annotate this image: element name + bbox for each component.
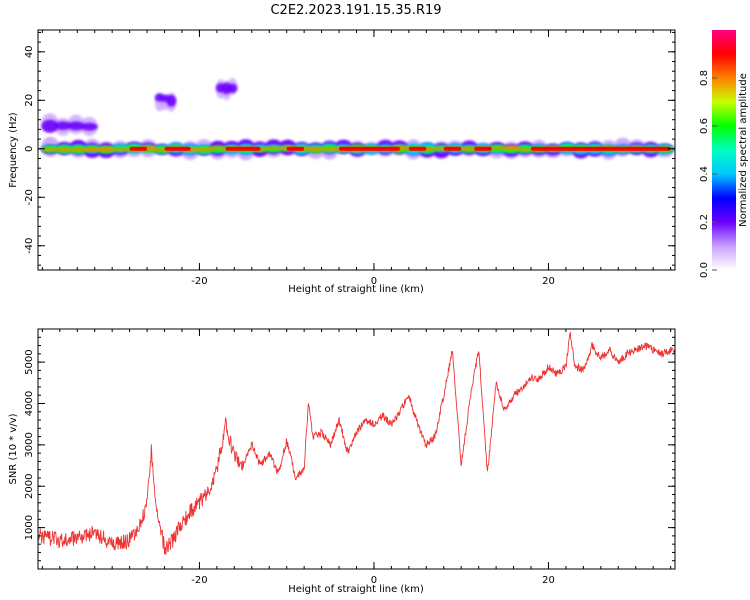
heat-cell [67, 121, 85, 131]
spectrogram-x-tick-label: 20 [542, 276, 555, 287]
heat-cell [97, 147, 116, 152]
spectrogram-y-tick-label: 20 [24, 94, 35, 107]
heat-core-segment [129, 146, 148, 151]
heat-cell [55, 147, 74, 152]
heat-cell [111, 148, 130, 151]
heat-cell [54, 121, 72, 131]
colorbar-tick-label: 0.4 [699, 166, 710, 182]
heat-cell [41, 119, 59, 133]
colorbar-gradient [712, 30, 736, 270]
heat-cell [488, 146, 507, 150]
snr-line [38, 331, 675, 555]
heat-cell [460, 146, 479, 151]
heat-cell [69, 147, 88, 152]
snr-x-axis-label: Height of straight line (km) [288, 584, 424, 595]
heat-cell [264, 146, 283, 150]
snr-series [38, 331, 675, 555]
spectrogram-x-tick-label: 0 [371, 276, 377, 287]
heat-core-segment [339, 146, 401, 151]
heat-cell [166, 94, 177, 107]
heat-cell [320, 147, 339, 151]
heat-core [129, 146, 671, 151]
spectrogram-x-tick-label: -20 [191, 276, 207, 287]
snr-y-tick-label: 1000 [24, 515, 35, 540]
snr-y-tick-label: 5000 [24, 349, 35, 374]
heat-cell [502, 145, 521, 150]
spectrogram-y-tick-label: -20 [24, 189, 35, 205]
colorbar-tick-label: 0.2 [699, 214, 710, 230]
snr-panel: -20 0 20 1000 2000 3000 4000 5000 Height of str… [8, 328, 676, 595]
snr-x-tick-label: 20 [542, 575, 555, 586]
heat-core-segment [286, 146, 305, 151]
heat-band-layer [154, 93, 177, 107]
snr-y-axis-label: SNR (10 * v/v) [8, 413, 19, 484]
heat-band-layer [41, 119, 98, 133]
spectrogram-ticks: -20 0 20 -40 -20 0 20 40 [24, 30, 675, 287]
snr-y-tick-label: 4000 [24, 391, 35, 416]
spectrogram-y-tick-label: 40 [24, 45, 35, 58]
heat-cell [516, 148, 535, 151]
colorbar-tick-label: 0.6 [699, 118, 710, 134]
heat-core-segment [225, 146, 261, 151]
spectrogram-heatmap [41, 78, 674, 161]
colorbar-tick-label: 0.0 [699, 262, 710, 278]
snr-ticks: -20 0 20 1000 2000 3000 4000 5000 [24, 328, 675, 586]
heat-cell [208, 146, 227, 150]
colorbar: 0.0 0.2 0.4 0.6 0.8 Normalized spectral ampl… [699, 30, 749, 278]
spectrogram-y-tick-label: -40 [24, 238, 35, 254]
spectrogram-y-tick-label: 0 [24, 146, 35, 152]
colorbar-label: Normalized spectral amplitude [738, 73, 749, 227]
heat-core-segment [164, 146, 191, 151]
spectrogram-y-axis-label: Frequency (Hz) [8, 112, 19, 188]
heat-core-segment [531, 146, 671, 151]
heat-cell [194, 148, 213, 152]
heat-core-segment [443, 146, 462, 151]
heat-cell [80, 122, 98, 131]
heat-cell [227, 83, 238, 93]
snr-y-tick-label: 3000 [24, 432, 35, 457]
heat-core-segment [474, 146, 492, 151]
heat-cell [41, 148, 60, 151]
colorbar-tick-label: 0.8 [699, 70, 710, 86]
heat-cell [83, 147, 102, 152]
heat-cell [306, 147, 325, 152]
spectrogram-panel: -20 0 20 -40 -20 0 20 40 Height of straight lin… [8, 29, 676, 295]
snr-x-tick-label: 0 [371, 575, 377, 586]
snr-plot-area [38, 329, 675, 569]
heat-core-segment [408, 146, 427, 151]
snr-x-tick-label: -20 [191, 575, 207, 586]
spectrogram-x-axis-label: Height of straight line (km) [288, 284, 424, 295]
snr-y-tick-label: 2000 [24, 474, 35, 499]
colorbar-ticks: 0.0 0.2 0.4 0.6 0.8 [699, 70, 717, 278]
chart-title: C2E2.2023.191.15.35.R19 [270, 3, 441, 18]
heat-band-layer [215, 82, 238, 95]
